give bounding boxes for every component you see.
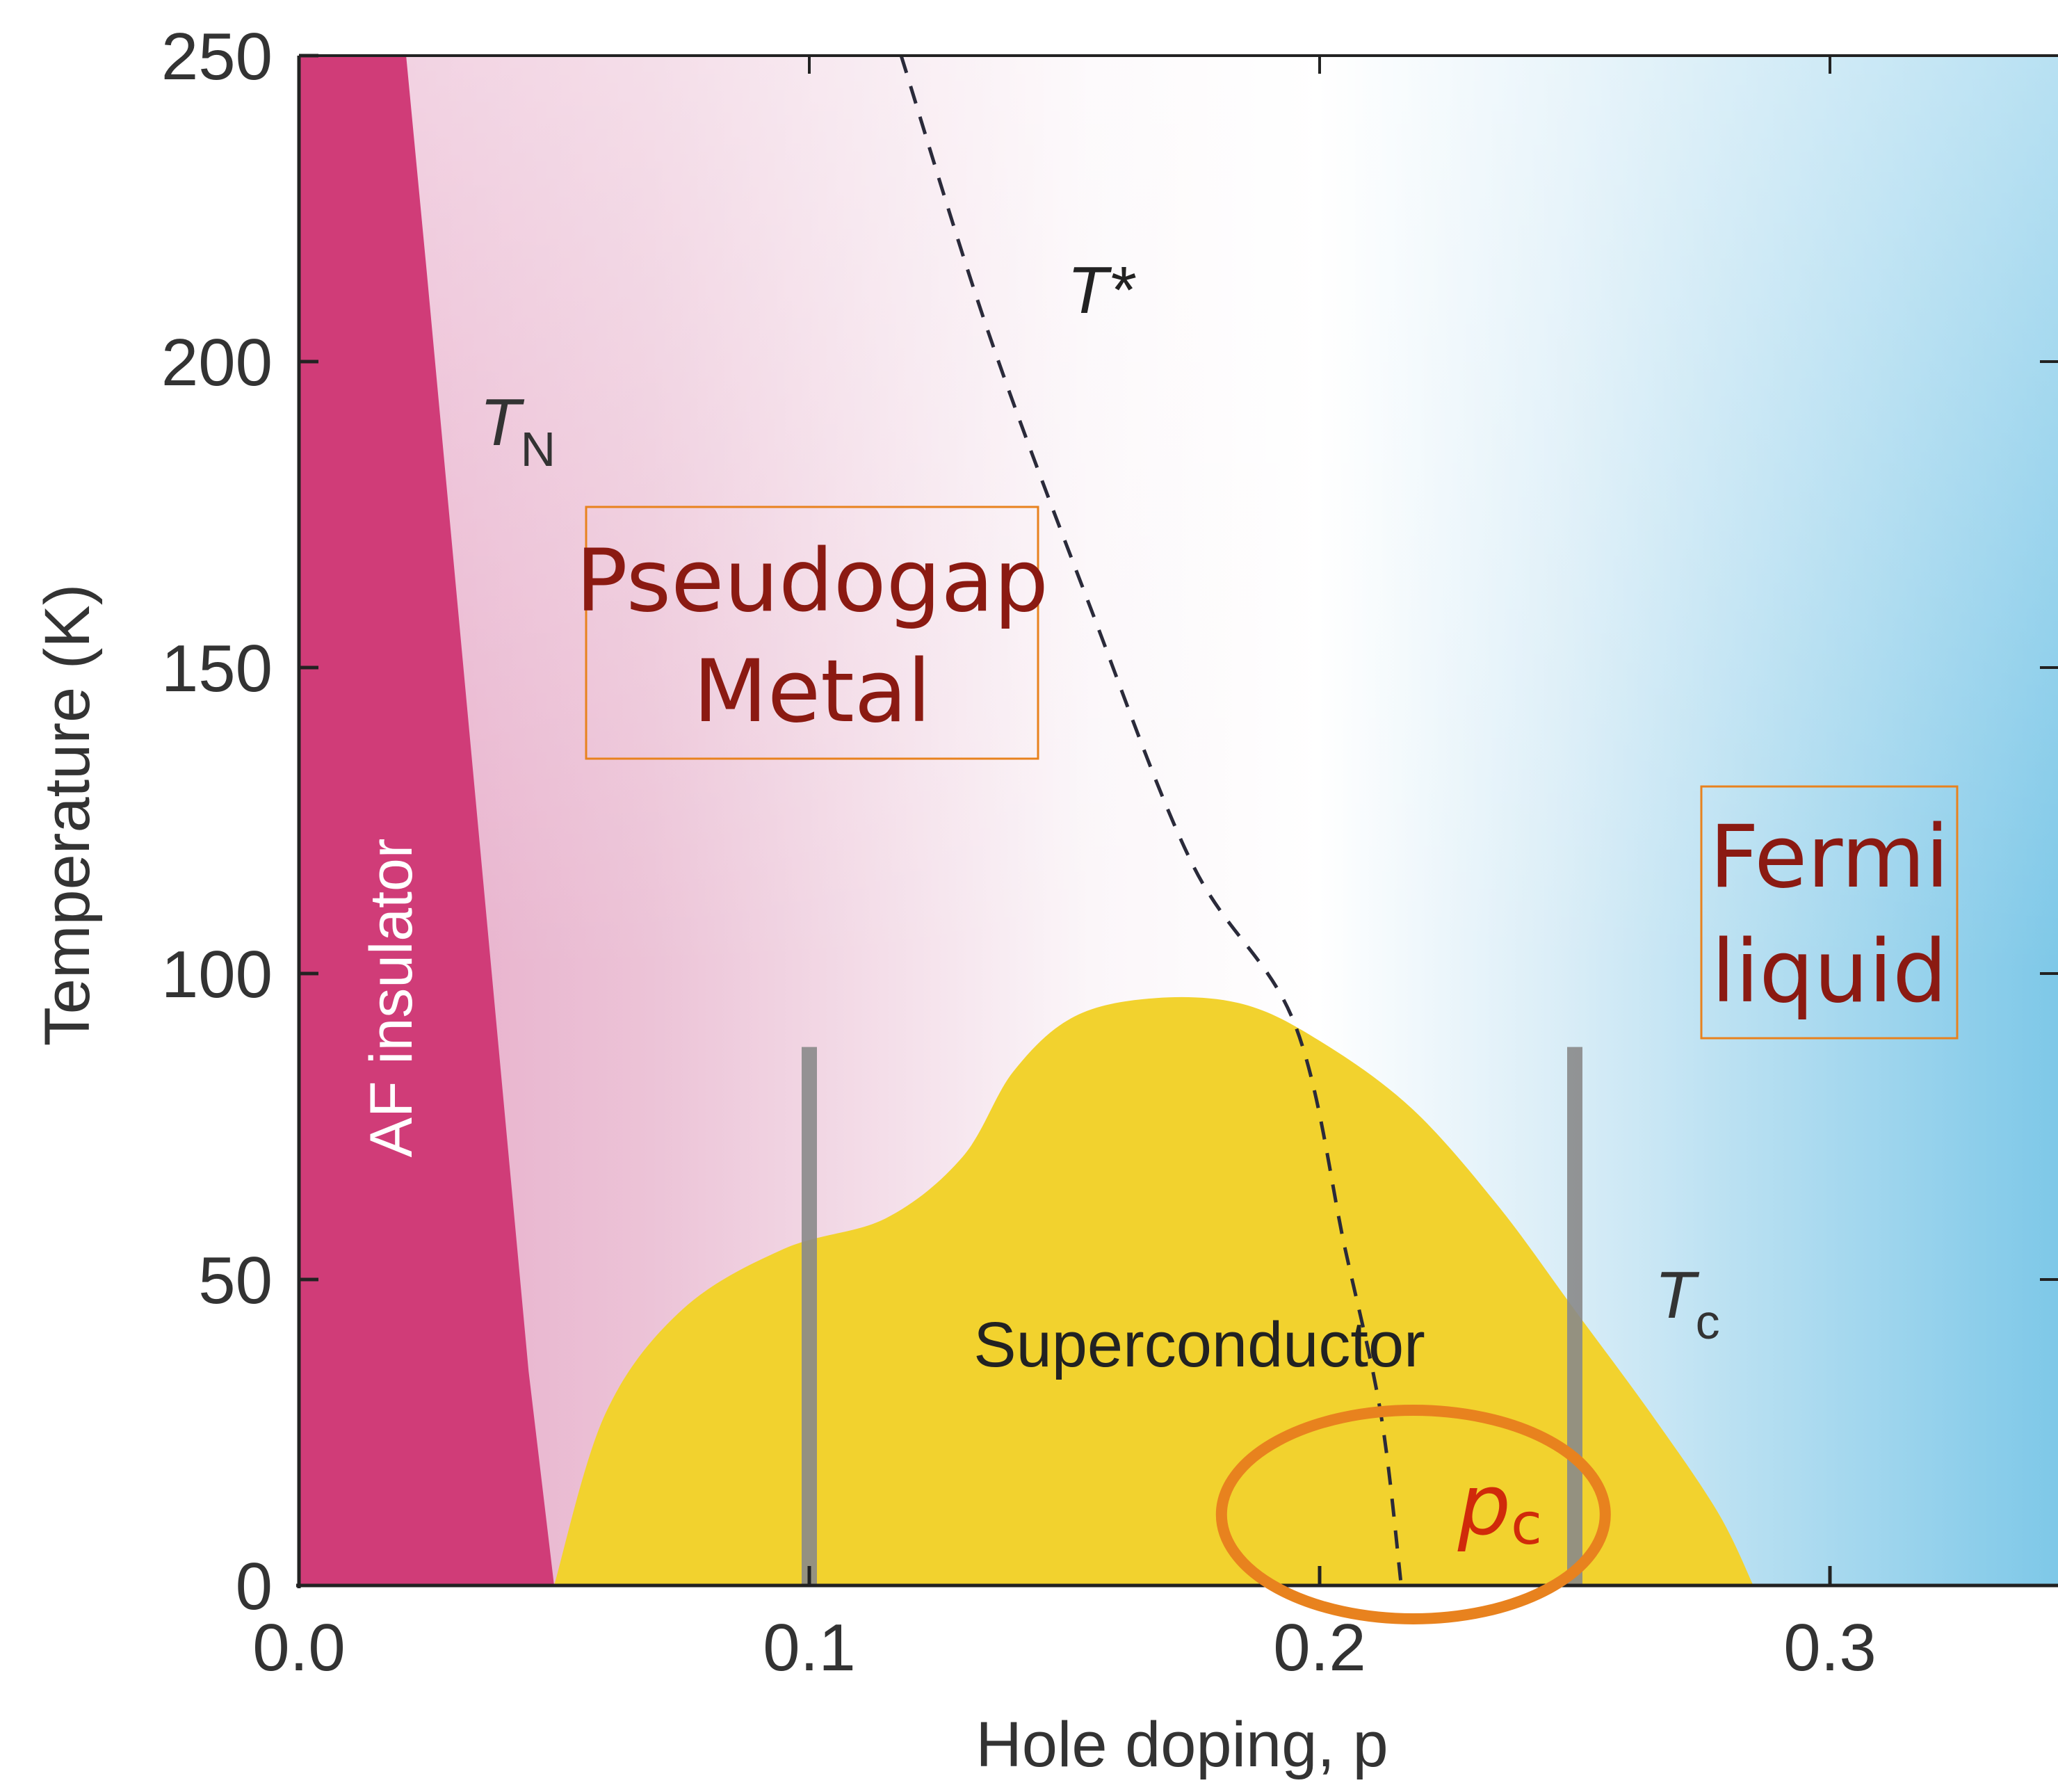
x-tick-label-0.0: 0.0 — [252, 1611, 345, 1685]
y-ticks: 0 50 100 150 200 250 — [161, 19, 318, 1624]
pseudogap-label-line1: Pseudogap — [576, 531, 1048, 631]
tn-curve-label: TN — [480, 385, 556, 476]
tc-curve-label-main: T — [1655, 1258, 1700, 1332]
y-tick-label-0: 0 — [236, 1549, 273, 1624]
tn-curve-label-main: T — [480, 385, 525, 460]
axes: 0.0 0.1 0.2 0.3 0 50 100 150 200 250 — [161, 19, 2058, 1685]
pseudogap-label-line2: Metal — [693, 642, 931, 742]
fermi-liquid-label-box: Fermi liquid — [1700, 785, 1959, 1040]
x-tick-label-0.1: 0.1 — [763, 1611, 855, 1685]
y-tick-label-200: 200 — [161, 325, 273, 400]
y-tick-label-100: 100 — [161, 937, 273, 1012]
tn-curve-label-sub: N — [521, 422, 556, 476]
fermi-liquid-label-line2: liquid — [1711, 922, 1947, 1022]
x-tick-label-0.3: 0.3 — [1783, 1611, 1876, 1685]
y-tick-label-50: 50 — [198, 1243, 273, 1318]
superconductor-label: Superconductor — [973, 1309, 1425, 1380]
right-ticks — [2040, 54, 2058, 1587]
y-tick-label-250: 250 — [161, 19, 273, 94]
x-axis-label: Hole doping, p — [975, 1709, 1388, 1780]
pc-highlight-ellipse — [1215, 1405, 1611, 1624]
superconductor-region — [554, 996, 1753, 1585]
t-star-dashed-line — [899, 56, 1403, 1585]
pseudogap-metal-label-box: Pseudogap Metal — [576, 506, 1048, 760]
pc-annotation-label: pc — [1457, 1458, 1542, 1558]
af-insulator-region — [299, 56, 554, 1585]
tc-curve-label: Tc — [1655, 1258, 1720, 1349]
pc-annotation-sub: c — [1511, 1492, 1542, 1558]
pc-annotation-main: p — [1457, 1458, 1511, 1554]
y-tick-label-150: 150 — [161, 631, 273, 706]
af-insulator-label: AF insulator — [358, 839, 425, 1158]
y-axis-label: Temperature (K) — [32, 584, 103, 1047]
tstar-curve-label: T* — [1067, 253, 1136, 328]
x-ticks: 0.0 0.1 0.2 0.3 — [252, 1566, 1877, 1685]
top-ticks — [298, 56, 1831, 74]
fermi-liquid-label-line1: Fermi — [1710, 807, 1950, 907]
x-tick-label-0.2: 0.2 — [1273, 1611, 1366, 1685]
tc-curve-label-sub: c — [1696, 1295, 1720, 1349]
